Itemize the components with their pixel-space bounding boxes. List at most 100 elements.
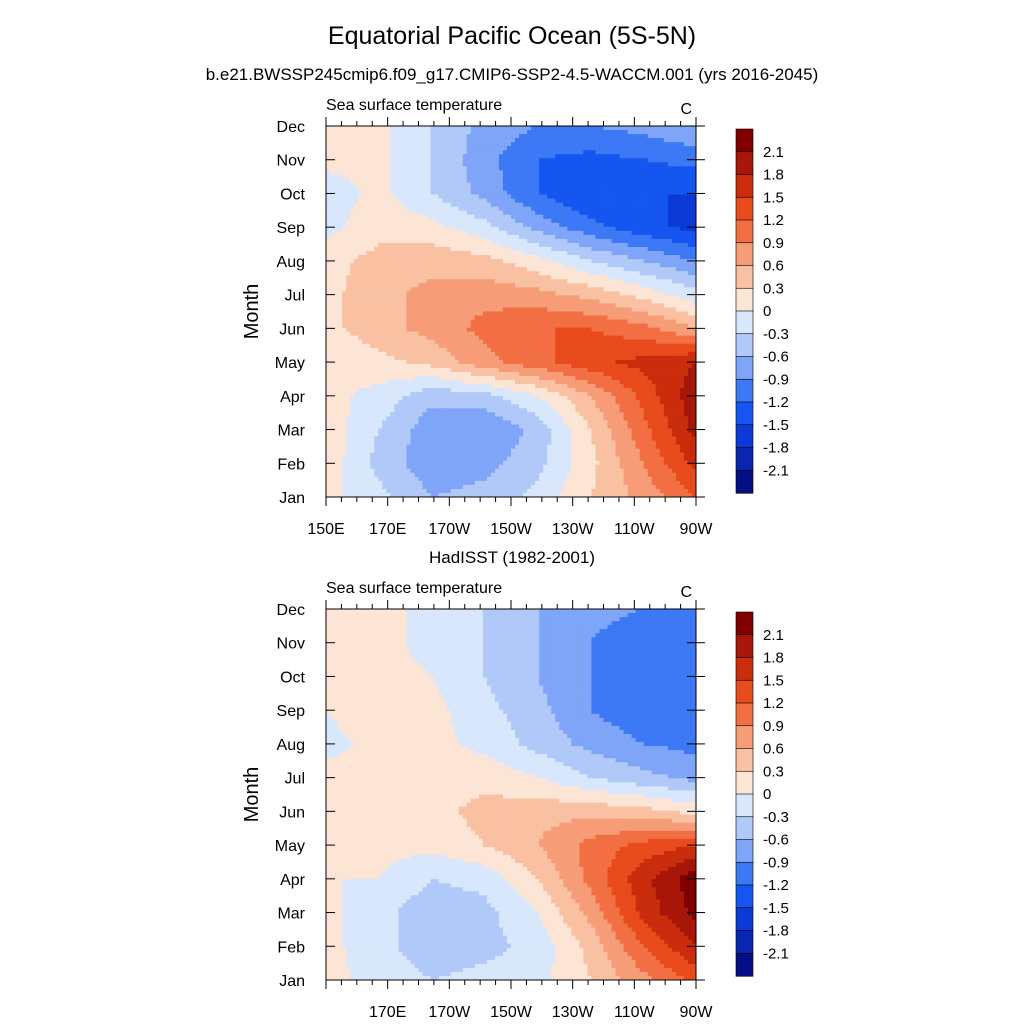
contour-cell bbox=[567, 287, 572, 292]
contour-cell bbox=[398, 339, 404, 345]
contour-cell bbox=[458, 283, 464, 288]
contour-cell bbox=[527, 194, 532, 200]
contour-cell bbox=[691, 218, 696, 224]
contour-cell bbox=[406, 275, 412, 280]
contour-cell bbox=[390, 202, 395, 208]
contour-cell bbox=[587, 255, 593, 260]
contour-cell bbox=[410, 315, 416, 321]
contour-cell bbox=[547, 319, 552, 325]
contour-cell bbox=[567, 206, 572, 212]
contour-cell bbox=[631, 226, 637, 232]
contour-cell bbox=[639, 275, 645, 280]
contour-cell bbox=[378, 134, 383, 139]
contour-cell bbox=[567, 319, 572, 325]
contour-cell bbox=[603, 315, 609, 321]
contour-cell bbox=[450, 275, 456, 280]
contour-cell bbox=[430, 238, 436, 244]
contour-cell bbox=[506, 279, 512, 284]
contour-cell bbox=[342, 138, 347, 143]
contour-cell bbox=[627, 166, 633, 171]
contour-cell bbox=[430, 295, 436, 300]
contour-cell bbox=[398, 166, 404, 171]
contour-cell bbox=[643, 138, 649, 143]
contour-cell bbox=[623, 214, 629, 220]
contour-cell bbox=[663, 138, 669, 143]
contour-cell bbox=[655, 303, 661, 309]
contour-cell bbox=[519, 138, 524, 143]
contour-cell bbox=[450, 230, 456, 236]
contour-cell bbox=[366, 174, 371, 180]
contour-cell bbox=[414, 130, 420, 135]
contour-cell bbox=[462, 170, 468, 175]
contour-cell bbox=[551, 327, 556, 333]
contour-cell bbox=[370, 166, 375, 171]
contour-cell bbox=[350, 267, 355, 272]
contour-cell bbox=[651, 230, 657, 236]
contour-cell bbox=[358, 230, 363, 236]
contour-cell bbox=[591, 230, 597, 236]
contour-cell bbox=[466, 134, 472, 139]
contour-cell bbox=[330, 335, 335, 341]
contour-cell bbox=[559, 154, 564, 159]
contour-cell bbox=[691, 242, 696, 248]
contour-cell bbox=[523, 287, 528, 292]
contour-cell bbox=[346, 291, 351, 296]
contour-cell bbox=[442, 194, 448, 200]
contour-cell bbox=[515, 315, 520, 321]
contour-cell bbox=[378, 295, 383, 300]
contour-cell bbox=[527, 158, 532, 163]
contour-cell bbox=[470, 230, 476, 236]
contour-cell bbox=[595, 210, 601, 216]
contour-cell bbox=[358, 146, 363, 151]
contour-cell bbox=[386, 230, 391, 236]
contour-cell bbox=[382, 190, 387, 196]
contour-cell bbox=[498, 251, 504, 256]
contour-cell bbox=[450, 226, 456, 232]
contour-cell bbox=[478, 263, 484, 268]
contour-cell bbox=[398, 174, 404, 180]
contour-cell bbox=[531, 275, 536, 280]
contour-cell bbox=[647, 242, 653, 248]
contour-cell bbox=[679, 218, 685, 224]
contour-cell bbox=[611, 331, 617, 337]
contour-cell bbox=[358, 194, 363, 200]
contour-cell bbox=[551, 323, 556, 329]
contour-cell bbox=[410, 210, 416, 216]
contour-cell bbox=[354, 214, 359, 220]
contour-cell bbox=[446, 251, 452, 256]
contour-cell bbox=[531, 178, 536, 184]
contour-cell bbox=[386, 234, 391, 240]
contour-cell bbox=[446, 198, 452, 204]
contour-cell bbox=[583, 311, 589, 317]
contour-cell bbox=[410, 190, 416, 196]
contour-cell bbox=[531, 186, 536, 192]
contour-cell bbox=[603, 246, 609, 252]
contour-cell bbox=[519, 291, 524, 296]
contour-cell bbox=[619, 134, 625, 139]
contour-cell bbox=[410, 343, 416, 349]
contour-cell bbox=[675, 323, 681, 329]
contour-cell bbox=[354, 331, 359, 337]
contour-cell bbox=[350, 279, 355, 284]
contour-cell bbox=[535, 230, 540, 236]
contour-cell bbox=[406, 198, 412, 204]
contour-cell bbox=[410, 186, 416, 192]
contour-cell bbox=[426, 283, 432, 288]
contour-cell bbox=[667, 146, 673, 151]
contour-cell bbox=[683, 287, 689, 292]
contour-cell bbox=[599, 138, 605, 143]
contour-cell bbox=[454, 291, 460, 296]
contour-cell bbox=[366, 206, 371, 212]
contour-cell bbox=[446, 186, 452, 192]
contour-cell bbox=[326, 206, 331, 212]
contour-cell bbox=[374, 158, 379, 163]
contour-cell bbox=[486, 307, 492, 313]
contour-cell bbox=[334, 218, 339, 224]
contour-cell bbox=[374, 146, 379, 151]
contour-cell bbox=[374, 255, 379, 260]
contour-cell bbox=[438, 182, 444, 188]
contour-cell bbox=[675, 126, 681, 131]
contour-cell bbox=[591, 279, 597, 284]
contour-cell bbox=[687, 154, 693, 159]
contour-cell bbox=[390, 267, 395, 272]
